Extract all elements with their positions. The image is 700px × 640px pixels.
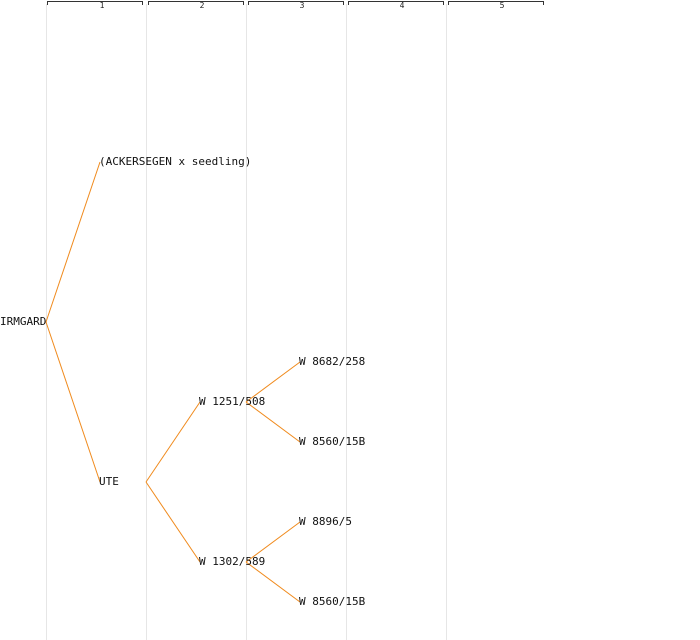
edge-parent-2-grandparent-2 [145,481,201,563]
edge-grandparent-1-ggp-2 [245,401,301,443]
generation-guide-2 [146,4,147,640]
generation-number-3: 3 [299,1,305,10]
node-great-grandparent-1: W 8682/258 [299,355,366,368]
node-grandparent-2: W 1302/589 [199,555,266,568]
node-grandparent-1: W 1251/508 [199,395,266,408]
edge-grandparent-1-ggp-1 [245,361,301,403]
generation-bracket-3 [248,1,344,5]
generation-number-4: 4 [399,1,405,10]
generation-bracket-2 [148,1,244,5]
edge-parent-2-grandparent-1 [145,401,201,483]
generation-bracket-4 [348,1,444,5]
generation-guide-5 [446,4,447,640]
generation-bracket-1 [47,1,143,5]
node-great-grandparent-2: W 8560/15B [299,435,366,448]
generation-guide-4 [346,4,347,640]
generation-number-1: 1 [99,1,105,10]
node-great-grandparent-3: W 8896/5 [299,515,352,528]
node-parent-1: (ACKERSEGEN x seedling) [99,155,252,168]
edge-grandparent-2-ggp-3 [245,521,301,563]
node-parent-2: UTE [99,475,119,488]
edge-root-parent-2 [45,321,101,483]
generation-number-2: 2 [199,1,205,10]
node-root: IRMGARD [0,315,47,328]
generation-bracket-5 [448,1,544,5]
generation-guide-3 [246,4,247,640]
edge-grandparent-2-ggp-4 [245,561,301,603]
node-great-grandparent-4: W 8560/15B [299,595,366,608]
generation-number-5: 5 [499,1,505,10]
edge-root-parent-1 [45,161,101,323]
